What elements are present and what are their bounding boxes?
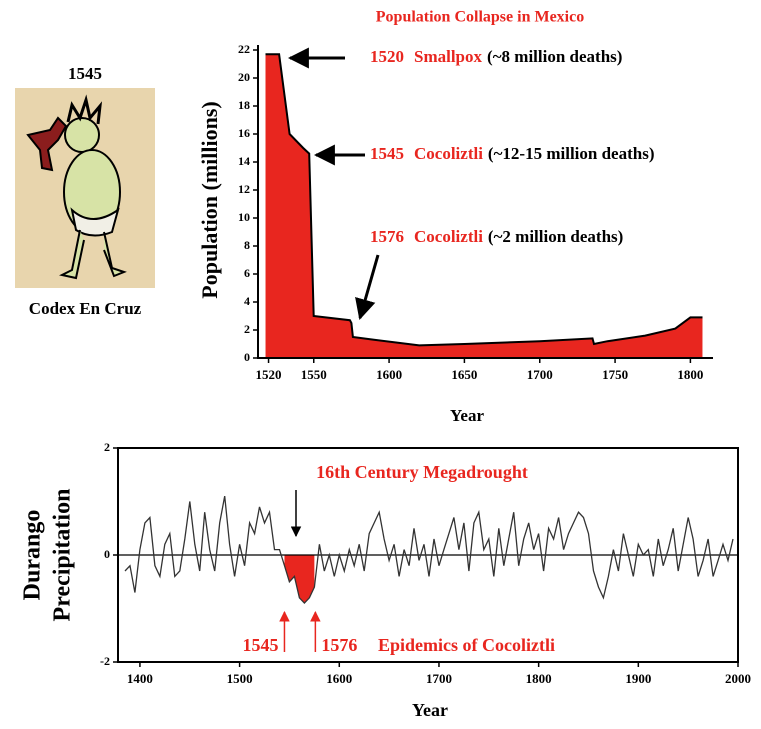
x-tick-label: 1750 [602,367,628,382]
x-tick-label: 1700 [426,671,452,686]
x-tick-label: 1900 [625,671,651,686]
annotation-arrow [355,254,380,321]
y-tick-label: 12 [238,182,250,196]
y-tick-label: 10 [238,210,250,224]
y-tick-label: 8 [244,238,250,252]
y-tick-label: 4 [244,294,250,308]
image-label: 1545 [68,64,102,83]
annotation-year: 1545 [370,144,404,163]
annotation-event: Cocoliztli [414,227,483,246]
annotation-note: (~12-15 million deaths) [488,144,655,163]
axes [257,45,713,359]
y-tick-label: 18 [238,98,250,112]
y-tick-label: 0 [104,547,110,561]
x-tick-label: 1600 [376,367,402,382]
plot-frame [117,447,739,663]
area-line [265,53,703,347]
annotation: 1576 Cocoliztli (~2 million deaths) [370,227,623,246]
x-tick-label: 1550 [301,367,327,382]
y-axis-label: Precipitation [50,489,76,622]
annotation-note: (~2 million deaths) [488,227,623,246]
annotation-year: 1520 [370,47,404,66]
event-label: Epidemics of Cocoliztli [378,635,555,655]
x-tick-label: 1400 [127,671,153,686]
y-tick-label: -2 [100,654,110,668]
drought-shade [284,555,315,604]
drought-annotation: 16th Century Megadrought [316,462,528,482]
x-tick-label: 1650 [451,367,477,382]
precip-line [124,495,734,605]
annotation: 1545 Cocoliztli (~12-15 million deaths) [370,144,655,163]
event-year: 1545 [242,635,278,655]
x-tick-label: 1800 [677,367,703,382]
chart-title: Population Collapse in Mexico [376,9,584,26]
image-caption: Codex En Cruz [29,299,142,318]
annotation-event: Smallpox [414,47,483,66]
annotation-note: (~8 million deaths) [487,47,622,66]
x-tick-label: 1700 [527,367,553,382]
x-axis-label: Year [450,406,484,425]
annotation: 1520 Smallpox (~8 million deaths) [370,47,622,66]
y-tick-label: 16 [238,126,250,140]
x-tick-label: 1500 [227,671,253,686]
x-axis-label: Year [412,700,448,720]
y-tick-label: 0 [244,350,250,364]
y-axis-label: Durango [20,510,46,601]
x-tick-label: 1800 [526,671,552,686]
y-tick-label: 2 [104,440,110,454]
y-tick-label: 22 [238,42,250,56]
annotation-year: 1576 [370,227,404,246]
x-tick-label: 1520 [256,367,282,382]
x-tick-label: 1600 [326,671,352,686]
codex-image [15,88,155,288]
y-tick-label: 6 [244,266,250,280]
event-year: 1576 [321,635,357,655]
annotation-event: Cocoliztli [414,144,483,163]
y-tick-label: 14 [238,154,250,168]
y-tick-label: 2 [244,322,250,336]
y-tick-label: 20 [238,70,250,84]
y-axis-label: Population (millions) [197,101,222,298]
area-fill [265,54,703,358]
x-tick-label: 2000 [725,671,751,686]
